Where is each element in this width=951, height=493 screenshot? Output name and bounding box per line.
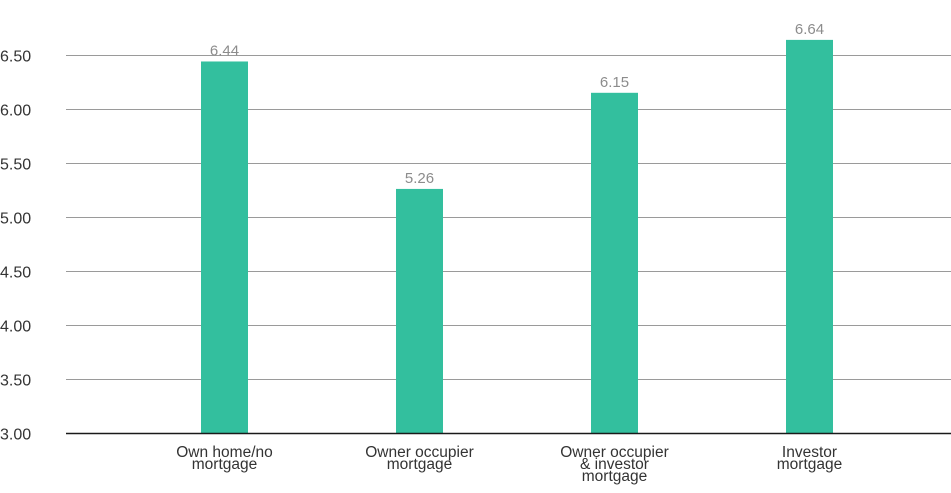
- bar-3: [591, 92, 638, 434]
- value-label: 6.15: [600, 74, 629, 91]
- value-label: 6.64: [795, 21, 824, 38]
- value-label: 5.26: [405, 170, 434, 187]
- bar-1: [201, 61, 248, 433]
- y-tick-label: 6.00: [0, 103, 31, 120]
- y-tick-label: 5.50: [0, 157, 31, 174]
- x-category-label: Investor mortgage: [777, 444, 842, 473]
- y-tick-label: 4.00: [0, 319, 31, 336]
- x-category-label: Owner occupier & investor mortgage: [560, 444, 669, 485]
- x-category-label: Own home/no mortgage: [176, 444, 273, 473]
- x-category-label: Owner occupier mortgage: [365, 444, 474, 473]
- bar-4: [786, 39, 833, 433]
- label-layer: 3.00 3.50 4.00 4.50 5.00 5.50 6.00 6.50 6.44 Own …: [0, 21, 842, 485]
- y-tick-label: 5.00: [0, 211, 31, 228]
- bar-layer: [201, 39, 833, 434]
- y-tick-label: 3.00: [0, 427, 31, 444]
- y-tick-label: 3.50: [0, 373, 31, 390]
- bar-2: [396, 188, 443, 433]
- y-tick-label: 4.50: [0, 265, 31, 282]
- y-tick-label: 6.50: [0, 49, 31, 66]
- value-label: 6.44: [210, 42, 239, 59]
